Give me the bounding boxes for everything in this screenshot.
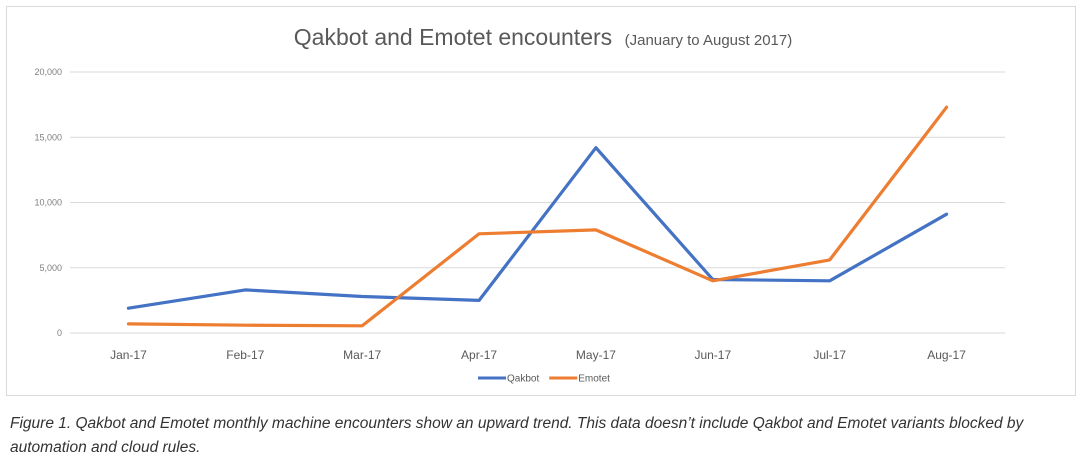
line-chart: Qakbot and Emotet encounters (January to… — [34, 24, 1005, 385]
x-tick-label: May-17 — [576, 348, 616, 362]
chart-subtitle: (January to August 2017) — [625, 32, 793, 49]
series-lines — [126, 105, 949, 328]
chart-frame — [6, 6, 1076, 396]
legend-label: Qakbot — [507, 374, 539, 385]
x-tick-label: Aug-17 — [927, 348, 966, 362]
legend-item-emotet: Emotet — [549, 374, 610, 385]
series-line-qakbot — [126, 146, 949, 310]
y-tick-label: 0 — [57, 328, 62, 338]
y-tick-label: 10,000 — [34, 198, 62, 208]
y-tick-label: 5,000 — [39, 263, 62, 273]
legend: Qakbot Emotet — [478, 374, 610, 385]
y-axis-ticks: 0 5,000 10,000 15,000 20,000 — [34, 67, 62, 338]
gridlines — [70, 71, 1005, 334]
x-tick-label: Jan-17 — [110, 348, 147, 362]
x-tick-label: Feb-17 — [226, 348, 264, 362]
legend-item-qakbot: Qakbot — [478, 374, 539, 385]
series-line-emotet — [126, 105, 949, 328]
figure-caption: Figure 1. Qakbot and Emotet monthly mach… — [10, 415, 1024, 456]
x-tick-label: Mar-17 — [343, 348, 381, 362]
chart-title: Qakbot and Emotet encounters (January to… — [294, 24, 792, 50]
y-tick-label: 20,000 — [34, 67, 62, 77]
x-axis-ticks: Jan-17 Feb-17 Mar-17 Apr-17 May-17 Jun-17 Jul-… — [110, 348, 966, 362]
x-tick-label: Jul-17 — [813, 348, 846, 362]
x-tick-label: Jun-17 — [694, 348, 731, 362]
legend-label: Emotet — [578, 374, 610, 385]
chart-title-main: Qakbot and Emotet encounters — [294, 24, 612, 50]
x-tick-label: Apr-17 — [461, 348, 497, 362]
y-tick-label: 15,000 — [34, 132, 62, 142]
